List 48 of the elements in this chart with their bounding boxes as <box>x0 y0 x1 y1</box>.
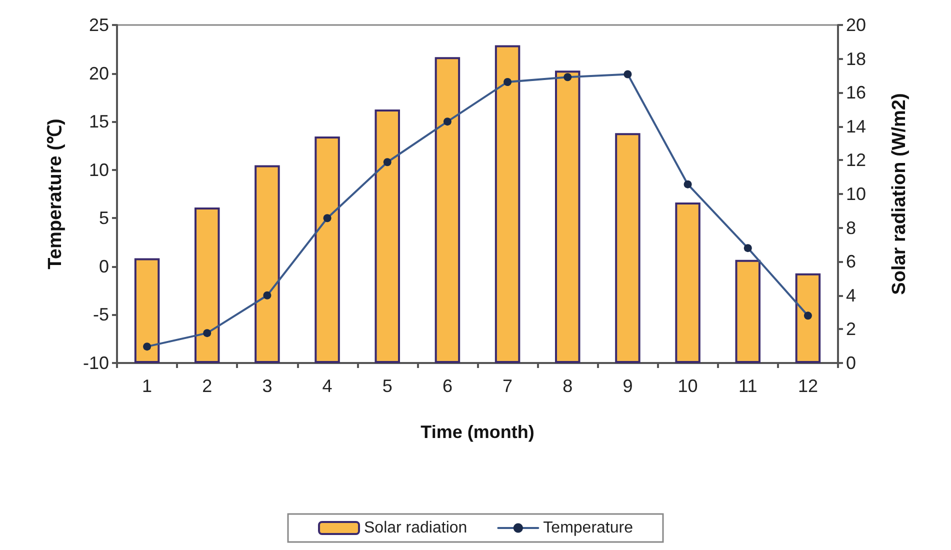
x-tick-label: 1 <box>142 376 152 396</box>
y-tick-label: 20 <box>88 63 109 84</box>
bar <box>374 110 400 363</box>
y-tick-label: 5 <box>98 208 109 228</box>
x-tick-label: 2 <box>202 376 212 396</box>
y-tick-label: 25 <box>88 15 109 35</box>
x-tick-label: 12 <box>798 376 818 396</box>
bar <box>134 258 160 363</box>
x-axis-title: Time (month) <box>420 422 534 442</box>
y2-tick-label: 2 <box>846 319 856 340</box>
y2-tick-label: 16 <box>846 82 866 103</box>
y2-tick-label: 20 <box>846 15 866 35</box>
legend-label: Temperature <box>543 520 634 536</box>
y-tick-label: 10 <box>88 160 109 180</box>
x-tick-label: 3 <box>262 376 272 396</box>
x-tick-label: 4 <box>322 376 332 396</box>
y2-tick-label: 6 <box>846 252 856 272</box>
bar <box>615 133 640 363</box>
y2-tick-label: 4 <box>846 285 856 306</box>
y-tick-label: -5 <box>92 304 109 325</box>
y-tick-label: 15 <box>88 112 109 132</box>
bar <box>434 57 460 363</box>
y-tick-label: 0 <box>98 256 109 276</box>
x-tick-label: 5 <box>382 376 392 396</box>
legend-label: Solar radiation <box>364 520 468 536</box>
y2-tick-label: 10 <box>846 184 866 204</box>
bar <box>314 136 340 363</box>
x-tick-label: 11 <box>738 376 758 396</box>
y2-tick-label: 18 <box>846 48 866 69</box>
y2-axis-title: Solar radiation (W/m2) <box>889 93 910 295</box>
y2-tick-label: 8 <box>846 218 856 238</box>
x-tick-label: 9 <box>622 376 633 396</box>
x-tick-label: 8 <box>562 376 573 396</box>
y-tick-label: -10 <box>82 353 109 373</box>
bar <box>735 260 760 363</box>
y-axis-title: Temperature (℃) <box>45 118 66 270</box>
bar <box>795 273 821 363</box>
x-tick-label: 6 <box>442 376 452 396</box>
bar <box>675 202 700 363</box>
y2-tick-label: 0 <box>846 353 856 373</box>
bar <box>555 70 580 363</box>
y2-tick-label: 12 <box>846 150 866 170</box>
x-tick-label: 10 <box>678 376 698 396</box>
x-tick-label: 7 <box>502 376 513 396</box>
bar <box>494 45 520 363</box>
bar <box>254 165 280 363</box>
y2-tick-label: 14 <box>846 116 866 136</box>
bar <box>194 208 220 363</box>
